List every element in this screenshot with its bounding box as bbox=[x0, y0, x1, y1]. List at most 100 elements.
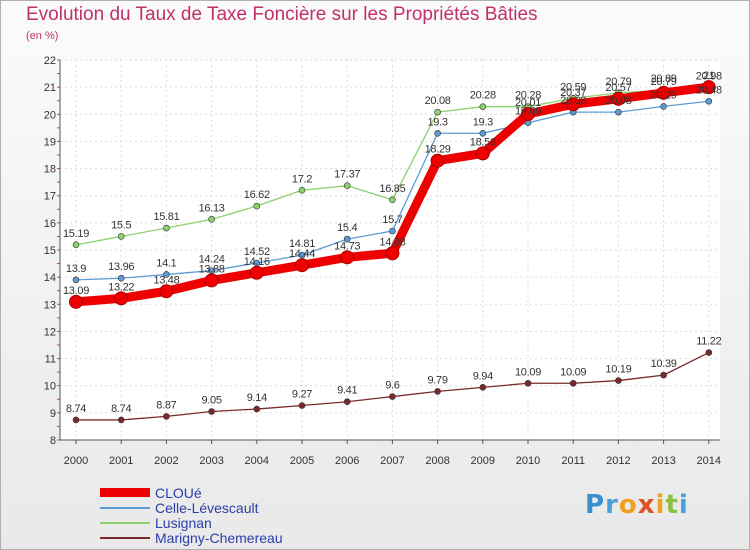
data-label: 15.5 bbox=[111, 219, 131, 231]
data-label: 19.3 bbox=[427, 116, 447, 128]
data-label: 20.79 bbox=[605, 76, 631, 88]
data-label: 13.9 bbox=[66, 263, 86, 275]
logo-letter: x bbox=[637, 490, 656, 520]
data-label: 9.41 bbox=[337, 385, 357, 397]
data-label: 20.79 bbox=[651, 76, 677, 88]
data-point bbox=[479, 103, 487, 110]
x-tick-label: 2003 bbox=[199, 455, 223, 467]
x-tick-label: 2005 bbox=[290, 455, 314, 467]
data-label: 13.22 bbox=[108, 281, 134, 293]
y-tick-label: 10 bbox=[44, 381, 56, 393]
legend-swatch bbox=[100, 488, 150, 497]
data-label: 18.56 bbox=[470, 136, 496, 148]
data-point bbox=[434, 129, 441, 137]
data-point bbox=[615, 108, 622, 116]
data-point bbox=[72, 416, 80, 424]
y-tick-label: 13 bbox=[44, 299, 56, 311]
data-point bbox=[159, 284, 174, 299]
data-label: 20.98 bbox=[696, 71, 722, 83]
y-tick-label: 22 bbox=[44, 55, 56, 67]
data-label: 20.01 bbox=[515, 97, 541, 109]
data-point bbox=[434, 388, 441, 395]
data-label: 9.6 bbox=[385, 380, 400, 392]
logo-letter: P bbox=[585, 490, 606, 520]
data-point bbox=[479, 384, 487, 391]
x-tick-label: 2006 bbox=[335, 455, 359, 467]
data-label: 18.29 bbox=[425, 144, 451, 156]
data-label: 14.81 bbox=[289, 238, 315, 250]
data-label: 14.52 bbox=[244, 246, 270, 258]
data-point bbox=[69, 294, 83, 309]
legend-label: Marigny-Chemereau bbox=[155, 529, 283, 546]
data-label: 20.37 bbox=[560, 87, 586, 99]
data-label: 14.88 bbox=[379, 236, 405, 248]
data-point bbox=[389, 393, 396, 400]
data-point bbox=[434, 108, 441, 116]
data-label: 20.08 bbox=[560, 95, 586, 107]
data-label: 19.69 bbox=[515, 106, 541, 118]
data-point bbox=[343, 182, 351, 189]
data-label: 14.1 bbox=[156, 257, 176, 269]
data-label: 9.14 bbox=[247, 392, 267, 404]
data-label: 16.62 bbox=[244, 189, 270, 201]
x-tick-label: 2012 bbox=[606, 455, 630, 467]
legend-swatch bbox=[100, 506, 150, 509]
legend-swatch bbox=[100, 536, 150, 539]
data-point bbox=[385, 246, 400, 261]
data-label: 15.19 bbox=[63, 228, 89, 240]
data-point bbox=[249, 265, 264, 280]
data-point bbox=[475, 146, 490, 161]
x-tick-label: 2001 bbox=[109, 455, 133, 467]
legend-label: Celle-Lévescault bbox=[155, 499, 259, 516]
legend-item: Celle-Lévescault bbox=[100, 499, 400, 516]
data-label: 9.94 bbox=[473, 370, 493, 382]
data-label: 19.3 bbox=[473, 116, 493, 128]
data-point bbox=[163, 224, 170, 232]
y-axis-unit: (en %) bbox=[26, 30, 59, 42]
data-label: 15.81 bbox=[153, 211, 179, 223]
data-label: 13.09 bbox=[63, 285, 89, 297]
data-point bbox=[660, 371, 667, 379]
data-label: 13.96 bbox=[108, 261, 134, 273]
data-point bbox=[163, 271, 170, 278]
data-label: 21 bbox=[703, 70, 715, 82]
data-point bbox=[298, 186, 306, 194]
data-label: 20.28 bbox=[515, 90, 541, 102]
y-tick-label: 9 bbox=[50, 408, 56, 420]
data-label: 15.7 bbox=[382, 214, 402, 226]
legend-label: CLOUé bbox=[155, 484, 202, 501]
data-point bbox=[72, 276, 80, 284]
data-point bbox=[117, 233, 125, 240]
data-label: 13.88 bbox=[199, 263, 225, 275]
y-tick-label: 15 bbox=[44, 245, 56, 257]
data-label: 8.87 bbox=[156, 399, 176, 411]
logo-letter: o bbox=[618, 490, 638, 520]
data-point bbox=[521, 107, 535, 122]
data-point bbox=[701, 80, 716, 95]
data-label: 10.19 bbox=[605, 364, 631, 376]
logo-letter: r bbox=[605, 490, 619, 520]
data-point bbox=[479, 129, 487, 137]
y-tick-label: 8 bbox=[50, 435, 56, 447]
data-label: 20.59 bbox=[560, 81, 586, 93]
y-tick-label: 20 bbox=[44, 109, 56, 121]
data-label: 17.37 bbox=[334, 169, 360, 181]
data-label: 15.4 bbox=[337, 222, 357, 234]
data-label: 9.27 bbox=[292, 389, 312, 401]
logo-letter: i bbox=[678, 490, 689, 520]
data-label: 14.16 bbox=[244, 256, 270, 268]
data-label: 20.48 bbox=[696, 84, 722, 96]
data-point bbox=[295, 258, 309, 273]
proxiti-logo: Proxiti bbox=[585, 490, 689, 520]
data-label: 14.44 bbox=[289, 248, 315, 260]
data-point bbox=[253, 202, 261, 210]
data-label: 8.74 bbox=[66, 403, 86, 415]
data-label: 16.13 bbox=[199, 202, 225, 214]
data-point bbox=[389, 196, 396, 204]
legend-label: Lusignan bbox=[155, 514, 212, 531]
y-tick-label: 18 bbox=[44, 164, 56, 176]
x-tick-label: 2009 bbox=[471, 455, 495, 467]
legend-item: CLOUé bbox=[100, 484, 400, 501]
data-label: 20.28 bbox=[470, 90, 496, 102]
